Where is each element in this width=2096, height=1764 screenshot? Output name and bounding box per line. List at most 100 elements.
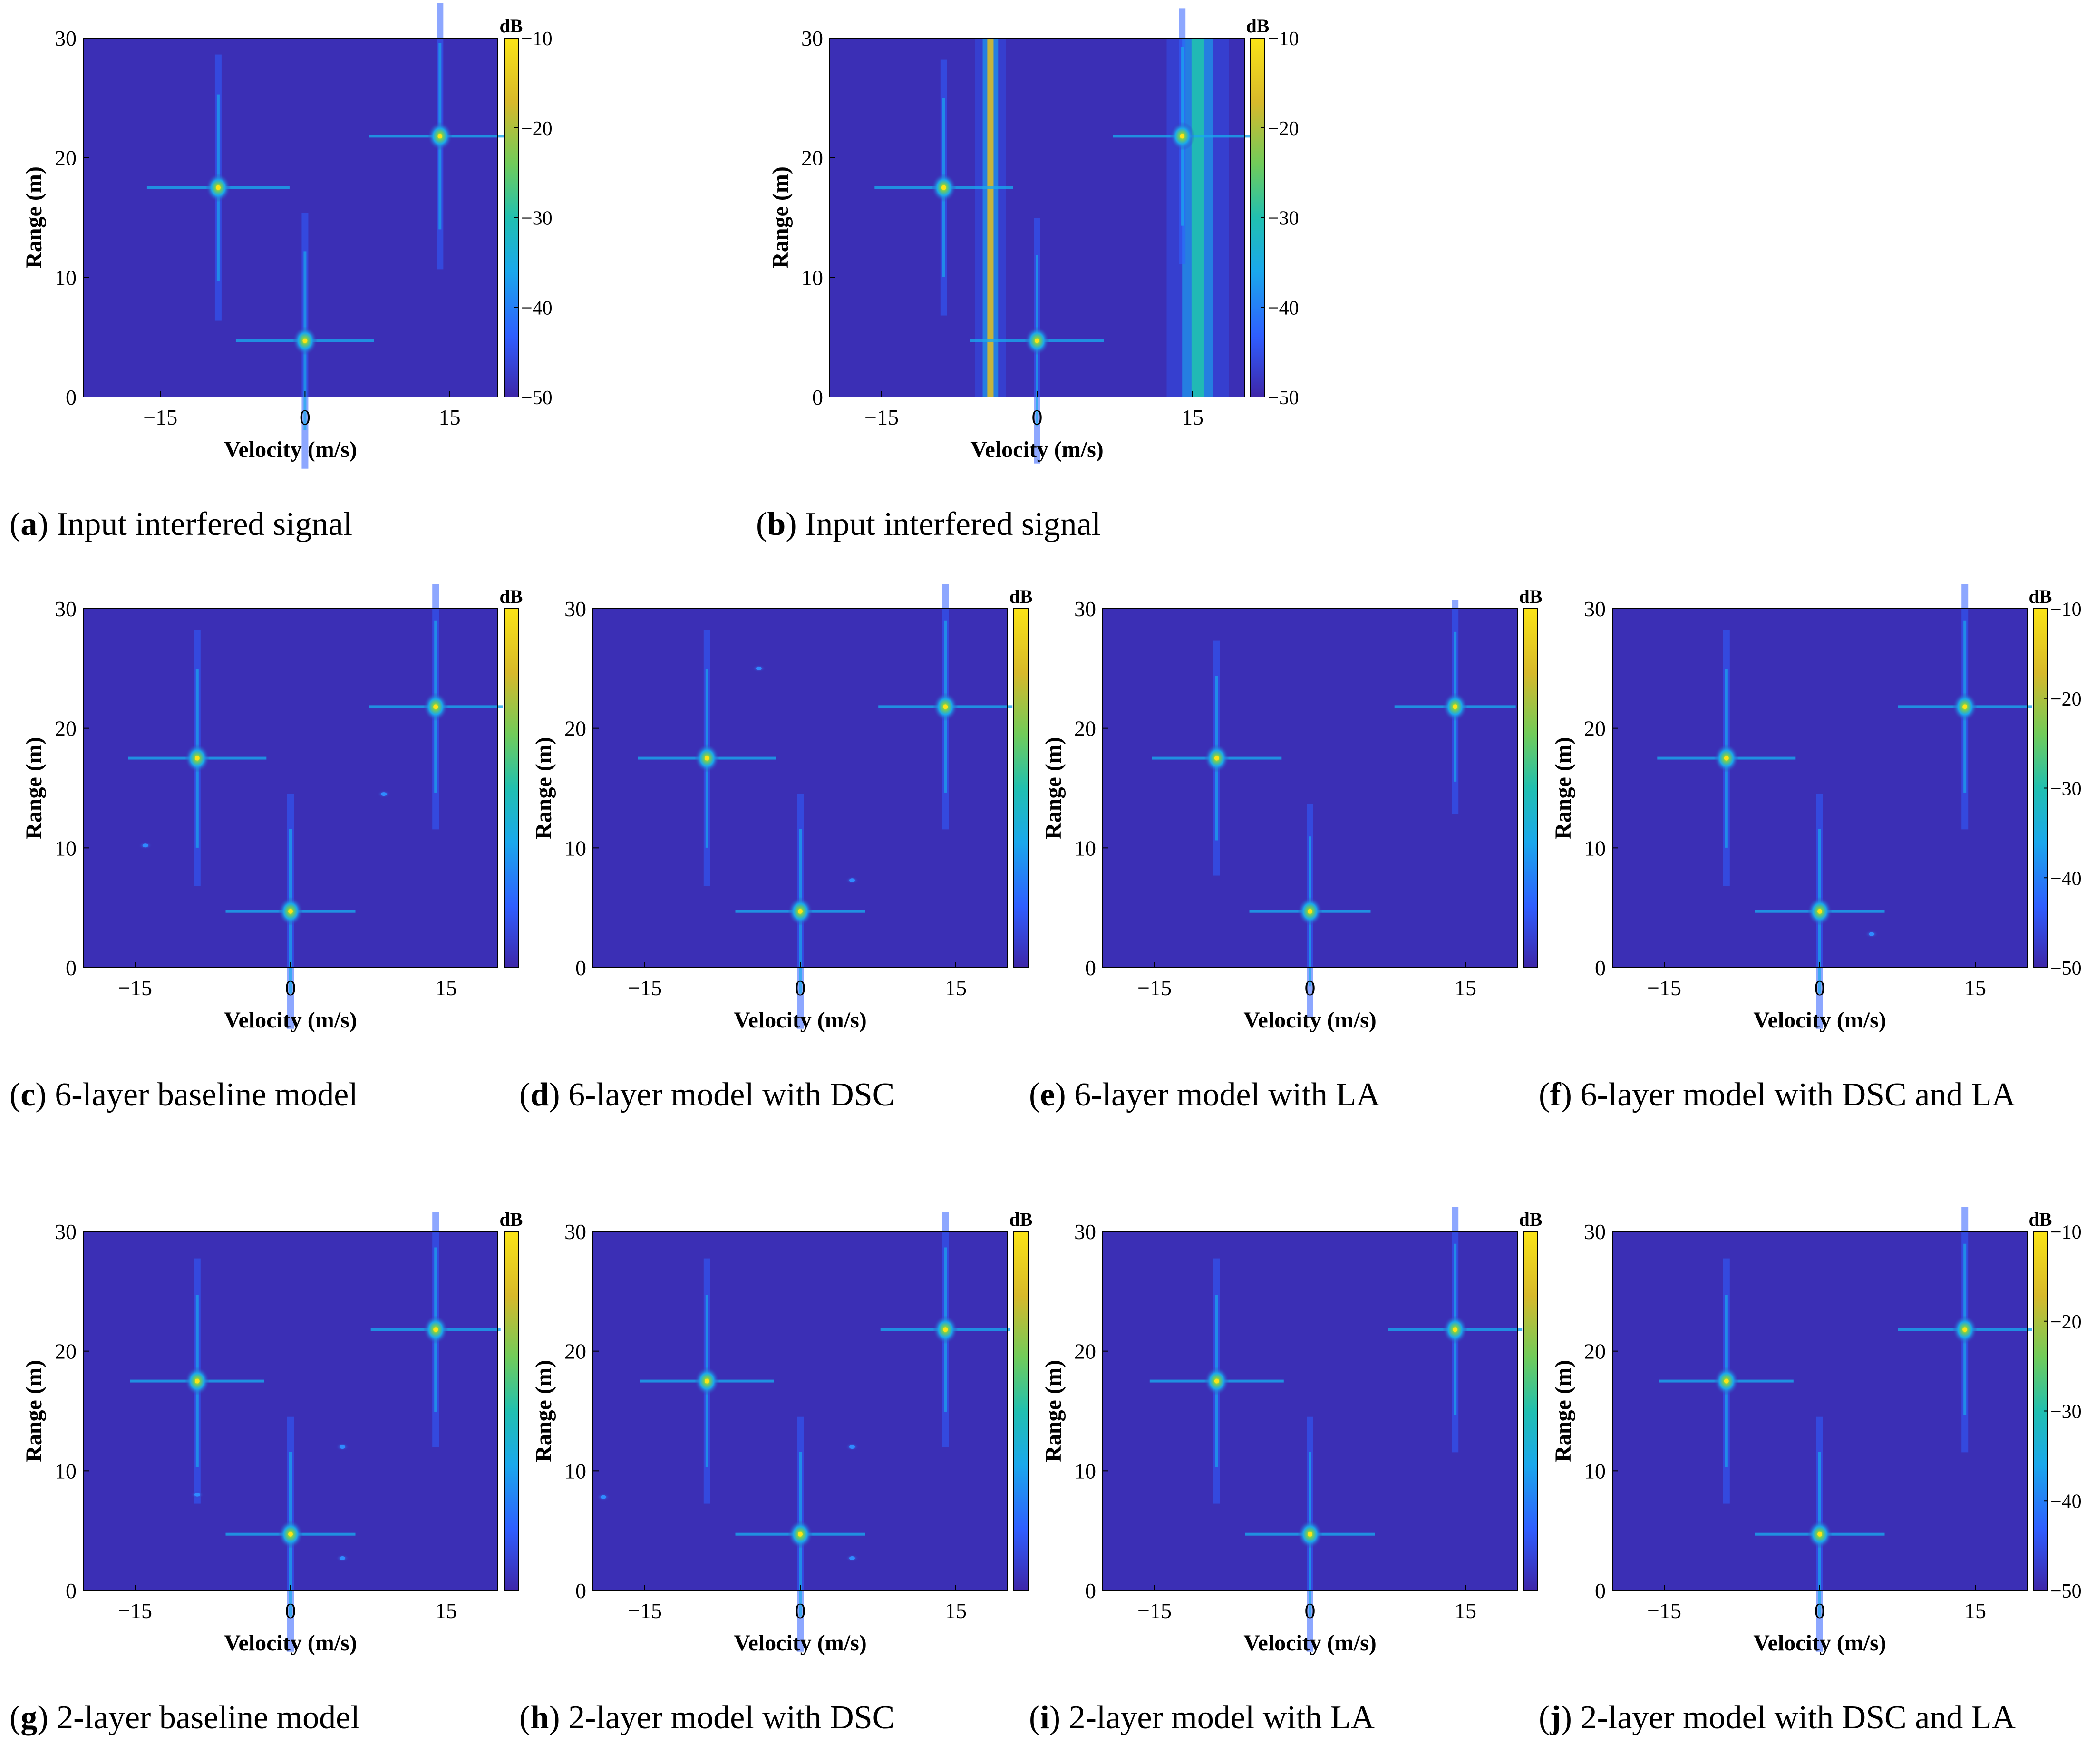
peak-3 bbox=[1245, 1416, 1375, 1652]
y-tick-label: 0 bbox=[1595, 956, 1606, 980]
x-tick-label: 15 bbox=[1455, 976, 1476, 1000]
colorbar-unit: dB bbox=[2029, 586, 2052, 607]
x-tick-label: 0 bbox=[795, 976, 806, 1000]
panel-j: −15 0 15 0 10 20 30 Velocity (m/s) Range (m) dB −1… bbox=[1539, 1207, 2082, 1754]
interference-band bbox=[975, 38, 1006, 397]
peak-1 bbox=[640, 1258, 774, 1504]
y-tick-label: 0 bbox=[1085, 1579, 1096, 1603]
y-tick-label: 10 bbox=[1584, 836, 1606, 860]
peak-2 bbox=[1113, 8, 1252, 264]
peak-2 bbox=[1388, 1207, 1523, 1453]
colorbar-unit: dB bbox=[1009, 1209, 1033, 1230]
caption-g: (g) 2-layer baseline model bbox=[10, 1699, 360, 1736]
y-tick-label: 30 bbox=[55, 26, 77, 50]
y-tick-label: 30 bbox=[801, 26, 823, 50]
colorbar-unit: dB bbox=[2029, 1209, 2052, 1230]
y-tick-label: 0 bbox=[575, 1579, 586, 1603]
colorbar-tick-label: −20 bbox=[1268, 118, 1299, 140]
y-tick-label: 30 bbox=[1584, 1220, 1606, 1244]
y-tick-label: 10 bbox=[564, 836, 586, 860]
x-tick-label: 0 bbox=[300, 405, 311, 429]
x-tick-label: 15 bbox=[945, 1599, 967, 1623]
x-axis-label: Velocity (m/s) bbox=[1243, 1630, 1377, 1656]
x-tick-label: 15 bbox=[435, 1599, 457, 1623]
colorbar-tick-label: −40 bbox=[521, 297, 553, 319]
colorbar-tick-label: −50 bbox=[2050, 1580, 2082, 1602]
caption-i: (i) 2-layer model with LA bbox=[1029, 1699, 1375, 1736]
y-tick-label: 20 bbox=[1584, 717, 1606, 741]
colorbar-unit: dB bbox=[1246, 15, 1270, 37]
y-tick-label: 10 bbox=[564, 1459, 586, 1483]
colorbar-unit: dB bbox=[500, 15, 523, 37]
colorbar-tick-label: −30 bbox=[2050, 1401, 2082, 1423]
y-axis-label: Range (m) bbox=[1041, 737, 1066, 839]
peak-2 bbox=[1394, 600, 1516, 814]
peak-5 bbox=[377, 790, 391, 798]
heatmap-b: −15 0 15 0 10 20 30 Velocity (m/s) Range (m) dB−1… bbox=[768, 8, 1299, 464]
caption-text: Input interfered signal bbox=[796, 506, 1101, 543]
y-tick-label: 30 bbox=[564, 597, 586, 621]
peak-1 bbox=[874, 59, 1013, 316]
caption-letter: b bbox=[767, 506, 786, 543]
y-tick-label: 30 bbox=[1074, 1220, 1096, 1244]
x-tick-label: 0 bbox=[795, 1599, 806, 1623]
y-tick-label: 10 bbox=[55, 265, 77, 290]
x-tick-label: 0 bbox=[1305, 1599, 1316, 1623]
y-axis-label: Range (m) bbox=[1041, 1360, 1066, 1462]
y-tick-label: 10 bbox=[801, 265, 823, 290]
y-tick-label: 0 bbox=[66, 956, 77, 980]
x-tick-label: −15 bbox=[1647, 1599, 1681, 1623]
x-tick-label: 0 bbox=[1032, 405, 1043, 429]
y-tick-label: 0 bbox=[1085, 956, 1096, 980]
x-tick-label: −15 bbox=[628, 1599, 662, 1623]
colorbar-tick-label: −40 bbox=[1268, 297, 1299, 319]
y-tick-label: 30 bbox=[1584, 597, 1606, 621]
x-axis-label: Velocity (m/s) bbox=[734, 1630, 867, 1656]
y-axis-label: Range (m) bbox=[531, 1360, 556, 1462]
caption-letter: d bbox=[530, 1076, 549, 1113]
panel-h: −15 0 15 0 10 20 30 Velocity (m/s) Range (m) dB (h… bbox=[519, 1209, 1042, 1754]
heatmap-h: −15 0 15 0 10 20 30 Velocity (m/s) Range (m) dB bbox=[531, 1209, 1033, 1656]
x-tick-label: −15 bbox=[1137, 976, 1172, 1000]
x-tick-label: −15 bbox=[118, 1599, 152, 1623]
peak-1 bbox=[638, 630, 776, 886]
y-tick-label: 10 bbox=[1584, 1459, 1606, 1483]
x-tick-label: −15 bbox=[143, 405, 177, 429]
colorbar-unit: dB bbox=[500, 586, 523, 607]
caption-text: Input interfered signal bbox=[48, 506, 353, 543]
y-tick-label: 30 bbox=[55, 1220, 77, 1244]
peak-3 bbox=[225, 794, 356, 1029]
heatmap-f: −15 0 15 0 10 20 30 Velocity (m/s) Range (m) dB−1… bbox=[1551, 584, 2082, 1033]
x-tick-label: 0 bbox=[1815, 1599, 1825, 1623]
caption-text: 2-layer model with DSC and LA bbox=[1572, 1699, 2016, 1736]
y-axis-label: Range (m) bbox=[21, 166, 47, 269]
caption-text: 2-layer model with LA bbox=[1060, 1699, 1375, 1736]
peak-5 bbox=[752, 664, 766, 672]
y-axis-label: Range (m) bbox=[21, 737, 47, 839]
peak-3 bbox=[735, 1416, 865, 1652]
caption-text: 2-layer baseline model bbox=[48, 1699, 360, 1736]
caption-a: (a) Input interfered signal bbox=[10, 506, 353, 543]
x-tick-label: 15 bbox=[1455, 1599, 1476, 1623]
y-tick-label: 20 bbox=[55, 717, 77, 741]
x-axis-label: Velocity (m/s) bbox=[970, 437, 1104, 462]
y-tick-label: 10 bbox=[55, 1459, 77, 1483]
y-tick-label: 30 bbox=[1074, 597, 1096, 621]
y-tick-label: 10 bbox=[1074, 836, 1096, 860]
y-tick-label: 20 bbox=[55, 146, 77, 170]
colorbar-tick-label: −10 bbox=[521, 28, 553, 50]
caption-h: (h) 2-layer model with DSC bbox=[519, 1699, 895, 1736]
peak-2 bbox=[1898, 1207, 2032, 1453]
caption-text: 2-layer model with DSC bbox=[560, 1699, 895, 1736]
peak-1 bbox=[130, 1258, 264, 1504]
y-tick-label: 0 bbox=[66, 385, 77, 409]
y-tick-label: 20 bbox=[1584, 1339, 1606, 1364]
x-tick-label: 15 bbox=[1182, 405, 1203, 429]
x-tick-label: −15 bbox=[1647, 976, 1681, 1000]
colorbar-tick-label: −10 bbox=[2050, 1221, 2082, 1243]
x-tick-label: 15 bbox=[435, 976, 457, 1000]
x-tick-label: 0 bbox=[285, 1599, 296, 1623]
y-tick-label: 20 bbox=[801, 146, 823, 170]
peak-2 bbox=[370, 1212, 501, 1447]
heatmap-a: −15 0 15 0 10 20 30 Velocity (m/s) Range (m) dB−1… bbox=[21, 3, 553, 469]
